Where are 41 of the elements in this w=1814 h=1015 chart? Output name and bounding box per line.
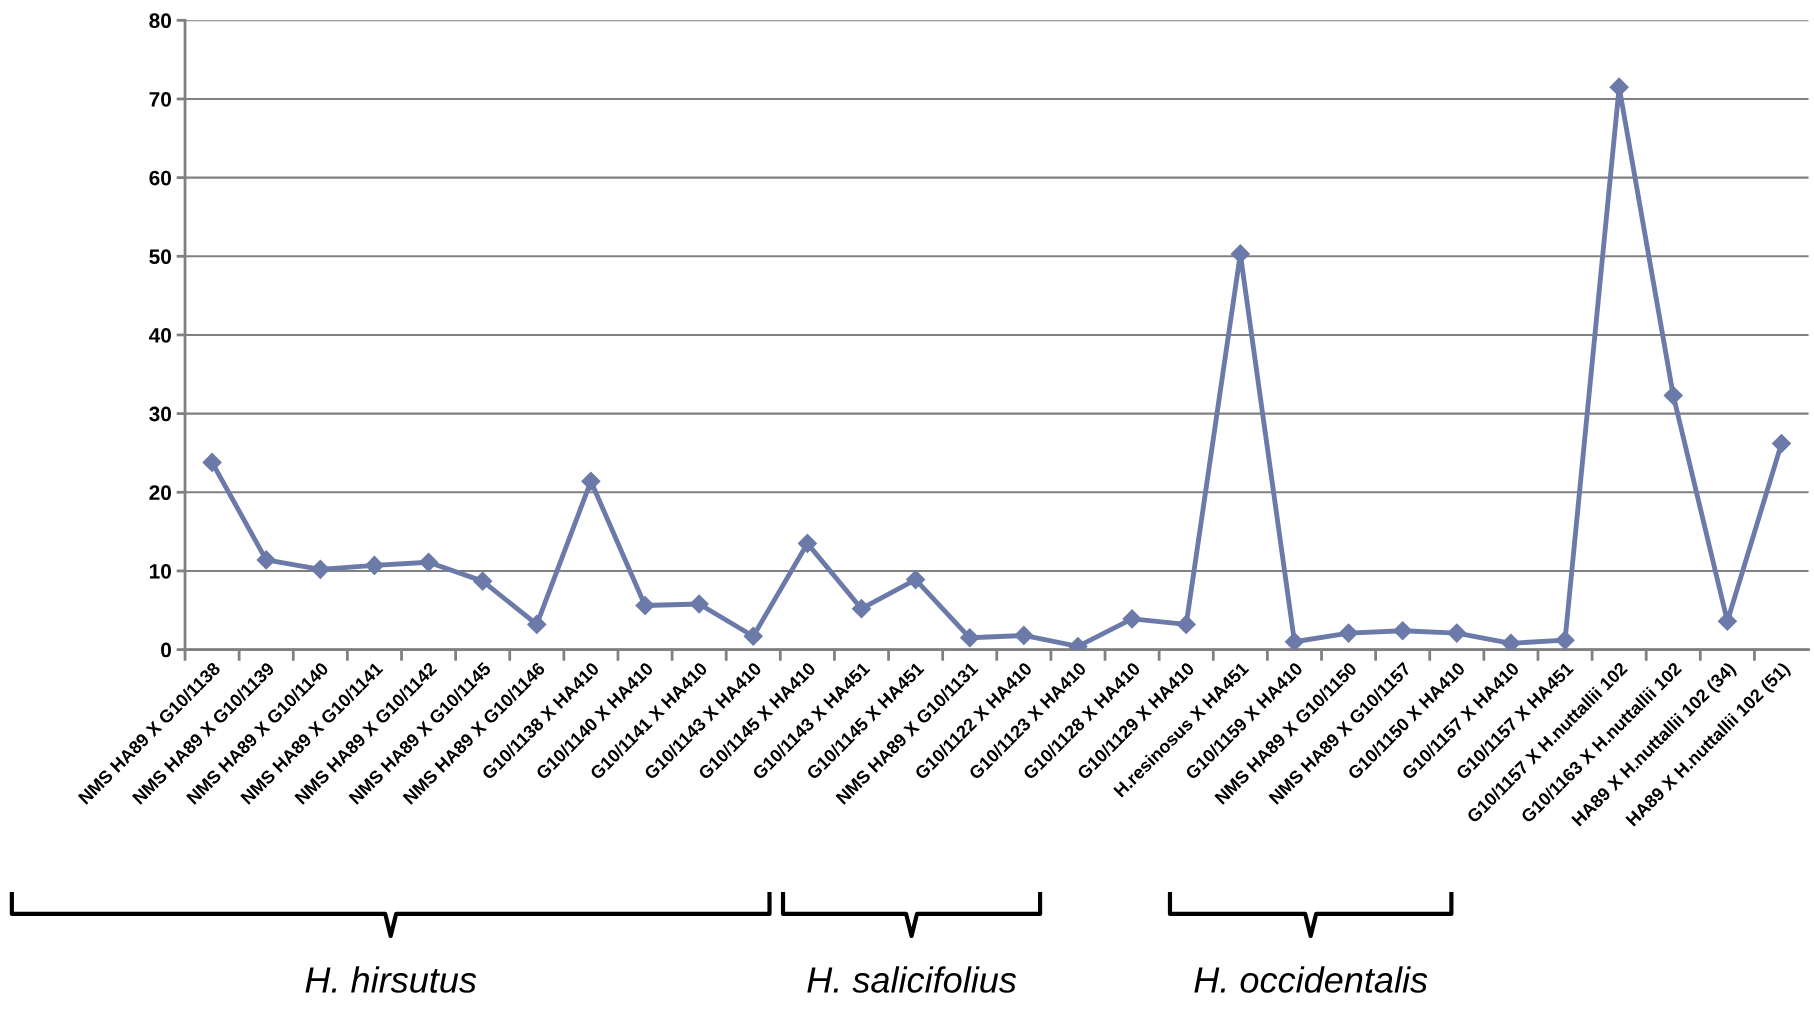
- point: [797, 533, 817, 553]
- point: [202, 452, 222, 472]
- point: [1284, 632, 1304, 650]
- point: [473, 571, 493, 591]
- point: [1663, 385, 1683, 406]
- point: [581, 471, 601, 491]
- y-tick-label: 40: [148, 327, 171, 343]
- point: [743, 626, 763, 646]
- y-tick-label: 30: [149, 406, 171, 422]
- point: [1230, 244, 1250, 264]
- y-tick-label: 70: [149, 91, 171, 107]
- y-tick-label: 20: [149, 485, 171, 501]
- y-tick-label: 50: [149, 249, 171, 265]
- point: [256, 550, 276, 570]
- point: [1717, 611, 1737, 631]
- point: [1122, 609, 1142, 629]
- point: [419, 552, 439, 572]
- text: H. salicifolius: [807, 966, 1017, 993]
- point: [906, 570, 926, 590]
- point: [1609, 77, 1629, 97]
- y-tick-label: 0: [161, 642, 171, 658]
- point: [1393, 621, 1413, 641]
- point: [1771, 433, 1792, 454]
- point: [1014, 625, 1034, 645]
- point: [635, 596, 655, 616]
- y-tick-label: 80: [149, 13, 171, 29]
- point: [1176, 614, 1196, 634]
- point: [851, 599, 872, 619]
- point: [960, 628, 980, 648]
- point: [689, 594, 709, 614]
- y-tick-label: 60: [149, 170, 171, 186]
- text: H. hirsutus: [305, 966, 477, 993]
- point: [1447, 623, 1467, 643]
- y-tick-label: 10: [149, 563, 171, 579]
- point: [527, 614, 547, 634]
- point: [1501, 633, 1521, 650]
- point: [1555, 630, 1575, 650]
- text: H. occidentalis: [1194, 966, 1428, 993]
- point: [1339, 623, 1359, 643]
- point: [310, 559, 330, 579]
- point: [364, 555, 384, 575]
